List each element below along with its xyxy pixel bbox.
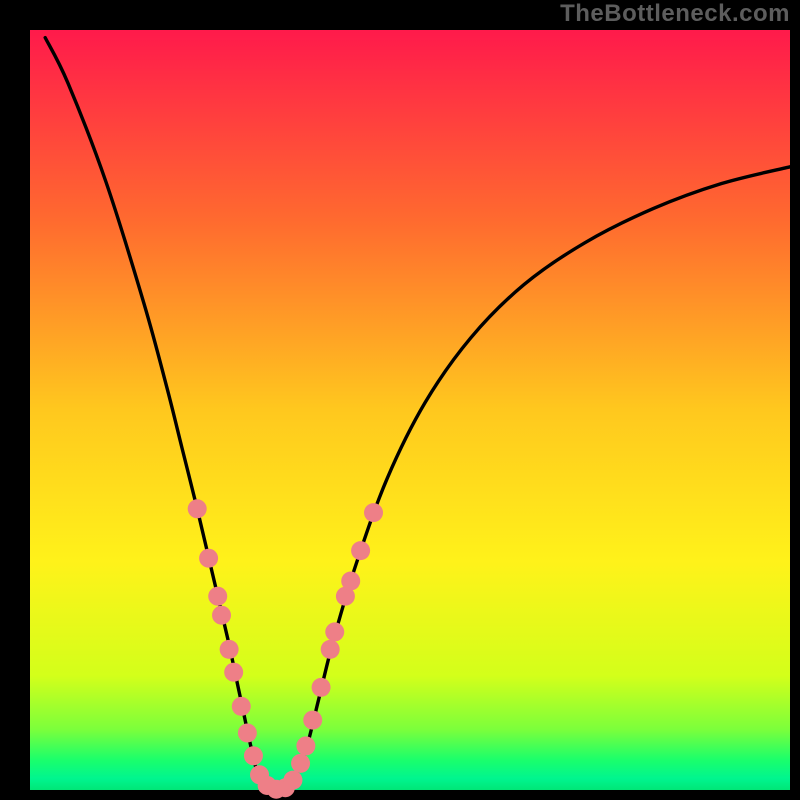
curve-marker [199,549,218,568]
curve-marker [351,541,370,560]
curve-marker [341,572,360,591]
watermark-text: TheBottleneck.com [560,0,790,28]
curve-marker [244,746,263,765]
curve-marker [224,663,243,682]
curve-marker [238,724,257,743]
curve-marker [325,622,344,641]
curve-marker [364,503,383,522]
curve-marker [283,771,302,790]
curve-marker [291,754,310,773]
curve-marker [232,697,251,716]
curve-marker [321,640,340,659]
chart-root: TheBottleneck.com [0,0,800,800]
plot-gradient-background [30,30,790,790]
curve-marker [220,640,239,659]
curve-marker [188,499,207,518]
plot-svg [0,0,800,800]
curve-marker [296,736,315,755]
curve-marker [303,711,322,730]
curve-marker [208,587,227,606]
curve-marker [212,606,231,625]
curve-marker [312,678,331,697]
